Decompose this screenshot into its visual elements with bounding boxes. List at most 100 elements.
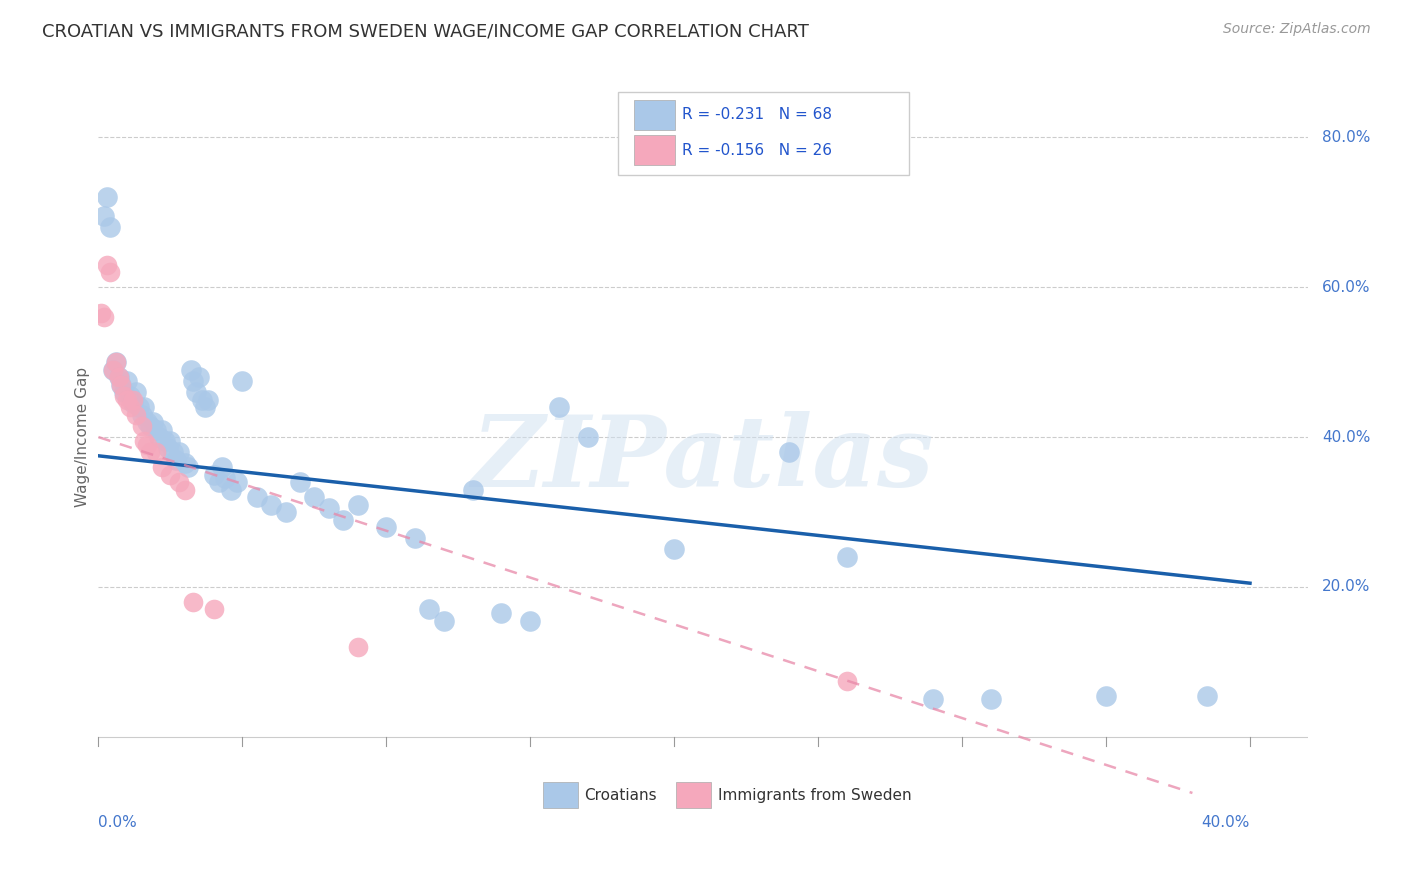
- Text: 40.0%: 40.0%: [1202, 815, 1250, 830]
- Text: ZIPatlas: ZIPatlas: [472, 411, 934, 508]
- Point: [225, 475, 247, 489]
- Point: [260, 498, 283, 512]
- Point: [115, 374, 138, 388]
- Point: [173, 483, 195, 497]
- Point: [167, 445, 190, 459]
- Point: [194, 400, 217, 414]
- Point: [134, 400, 156, 414]
- Text: 80.0%: 80.0%: [1322, 130, 1371, 145]
- Point: [148, 430, 170, 444]
- Point: [519, 614, 541, 628]
- Point: [167, 475, 190, 489]
- Point: [922, 692, 945, 706]
- FancyBboxPatch shape: [676, 782, 711, 808]
- FancyBboxPatch shape: [619, 93, 908, 175]
- Point: [150, 460, 173, 475]
- Point: [139, 445, 162, 459]
- Point: [120, 400, 142, 414]
- Point: [122, 396, 145, 410]
- Text: R = -0.156   N = 26: R = -0.156 N = 26: [682, 143, 832, 158]
- Point: [664, 542, 686, 557]
- Point: [90, 306, 112, 320]
- Point: [165, 452, 187, 467]
- Point: [318, 501, 340, 516]
- Point: [183, 374, 205, 388]
- Point: [211, 460, 233, 475]
- Point: [183, 595, 205, 609]
- Point: [101, 362, 124, 376]
- Point: [214, 471, 236, 485]
- Point: [96, 258, 118, 272]
- Point: [433, 614, 456, 628]
- Point: [128, 400, 150, 414]
- FancyBboxPatch shape: [634, 100, 675, 130]
- Point: [156, 442, 179, 456]
- Point: [142, 415, 165, 429]
- Point: [418, 602, 440, 616]
- Point: [246, 490, 269, 504]
- Point: [274, 505, 297, 519]
- Point: [1095, 689, 1118, 703]
- Point: [125, 385, 148, 400]
- Point: [980, 692, 1002, 706]
- Point: [346, 640, 368, 654]
- Text: 0.0%: 0.0%: [98, 815, 138, 830]
- Point: [139, 418, 162, 433]
- Point: [404, 531, 426, 545]
- Point: [98, 220, 121, 235]
- Point: [93, 310, 115, 325]
- Point: [112, 389, 135, 403]
- Point: [188, 370, 211, 384]
- Text: 60.0%: 60.0%: [1322, 280, 1371, 294]
- Point: [219, 483, 242, 497]
- Point: [778, 445, 800, 459]
- Point: [202, 602, 225, 616]
- Point: [134, 434, 156, 448]
- Point: [461, 483, 484, 497]
- Point: [197, 392, 219, 407]
- Point: [104, 355, 127, 369]
- Point: [332, 512, 354, 526]
- Point: [346, 498, 368, 512]
- Point: [173, 456, 195, 470]
- Point: [162, 445, 184, 459]
- FancyBboxPatch shape: [634, 135, 675, 165]
- Text: CROATIAN VS IMMIGRANTS FROM SWEDEN WAGE/INCOME GAP CORRELATION CHART: CROATIAN VS IMMIGRANTS FROM SWEDEN WAGE/…: [42, 22, 808, 40]
- Point: [136, 437, 159, 451]
- Point: [120, 389, 142, 403]
- Point: [110, 377, 132, 392]
- Point: [304, 490, 326, 504]
- Point: [136, 415, 159, 429]
- Point: [145, 423, 167, 437]
- Text: 40.0%: 40.0%: [1322, 430, 1371, 444]
- Point: [208, 475, 231, 489]
- Point: [231, 374, 253, 388]
- Point: [107, 370, 129, 384]
- Point: [491, 606, 513, 620]
- Point: [176, 460, 198, 475]
- Point: [131, 418, 153, 433]
- Point: [131, 408, 153, 422]
- Point: [1195, 689, 1218, 703]
- Point: [104, 355, 127, 369]
- Y-axis label: Wage/Income Gap: Wage/Income Gap: [75, 367, 90, 508]
- Point: [548, 400, 571, 414]
- Point: [96, 190, 118, 204]
- Text: Croatians: Croatians: [585, 788, 657, 803]
- Point: [112, 385, 135, 400]
- Point: [202, 467, 225, 482]
- Text: Immigrants from Sweden: Immigrants from Sweden: [717, 788, 911, 803]
- Point: [835, 673, 858, 688]
- Text: R = -0.231   N = 68: R = -0.231 N = 68: [682, 107, 832, 122]
- FancyBboxPatch shape: [543, 782, 578, 808]
- Point: [153, 434, 176, 448]
- Text: Source: ZipAtlas.com: Source: ZipAtlas.com: [1223, 22, 1371, 37]
- Point: [110, 377, 132, 392]
- Point: [93, 209, 115, 223]
- Text: 20.0%: 20.0%: [1322, 580, 1371, 594]
- Point: [145, 445, 167, 459]
- Point: [159, 434, 181, 448]
- Point: [115, 392, 138, 407]
- Point: [125, 408, 148, 422]
- Point: [375, 520, 398, 534]
